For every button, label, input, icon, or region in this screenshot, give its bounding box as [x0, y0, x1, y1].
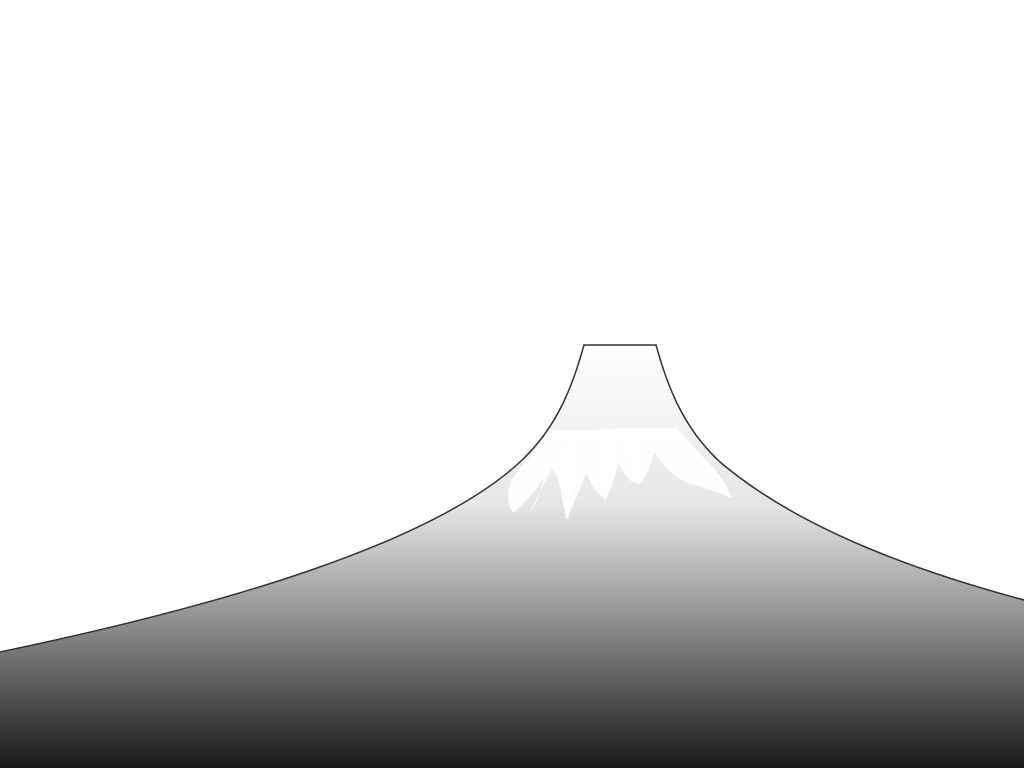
mountain-outline: [0, 344, 1024, 653]
snow-streak-center: [597, 432, 613, 500]
snow-streak-left: [560, 442, 578, 520]
snow-streak-right: [627, 428, 643, 484]
mountain-body: [0, 345, 1024, 768]
